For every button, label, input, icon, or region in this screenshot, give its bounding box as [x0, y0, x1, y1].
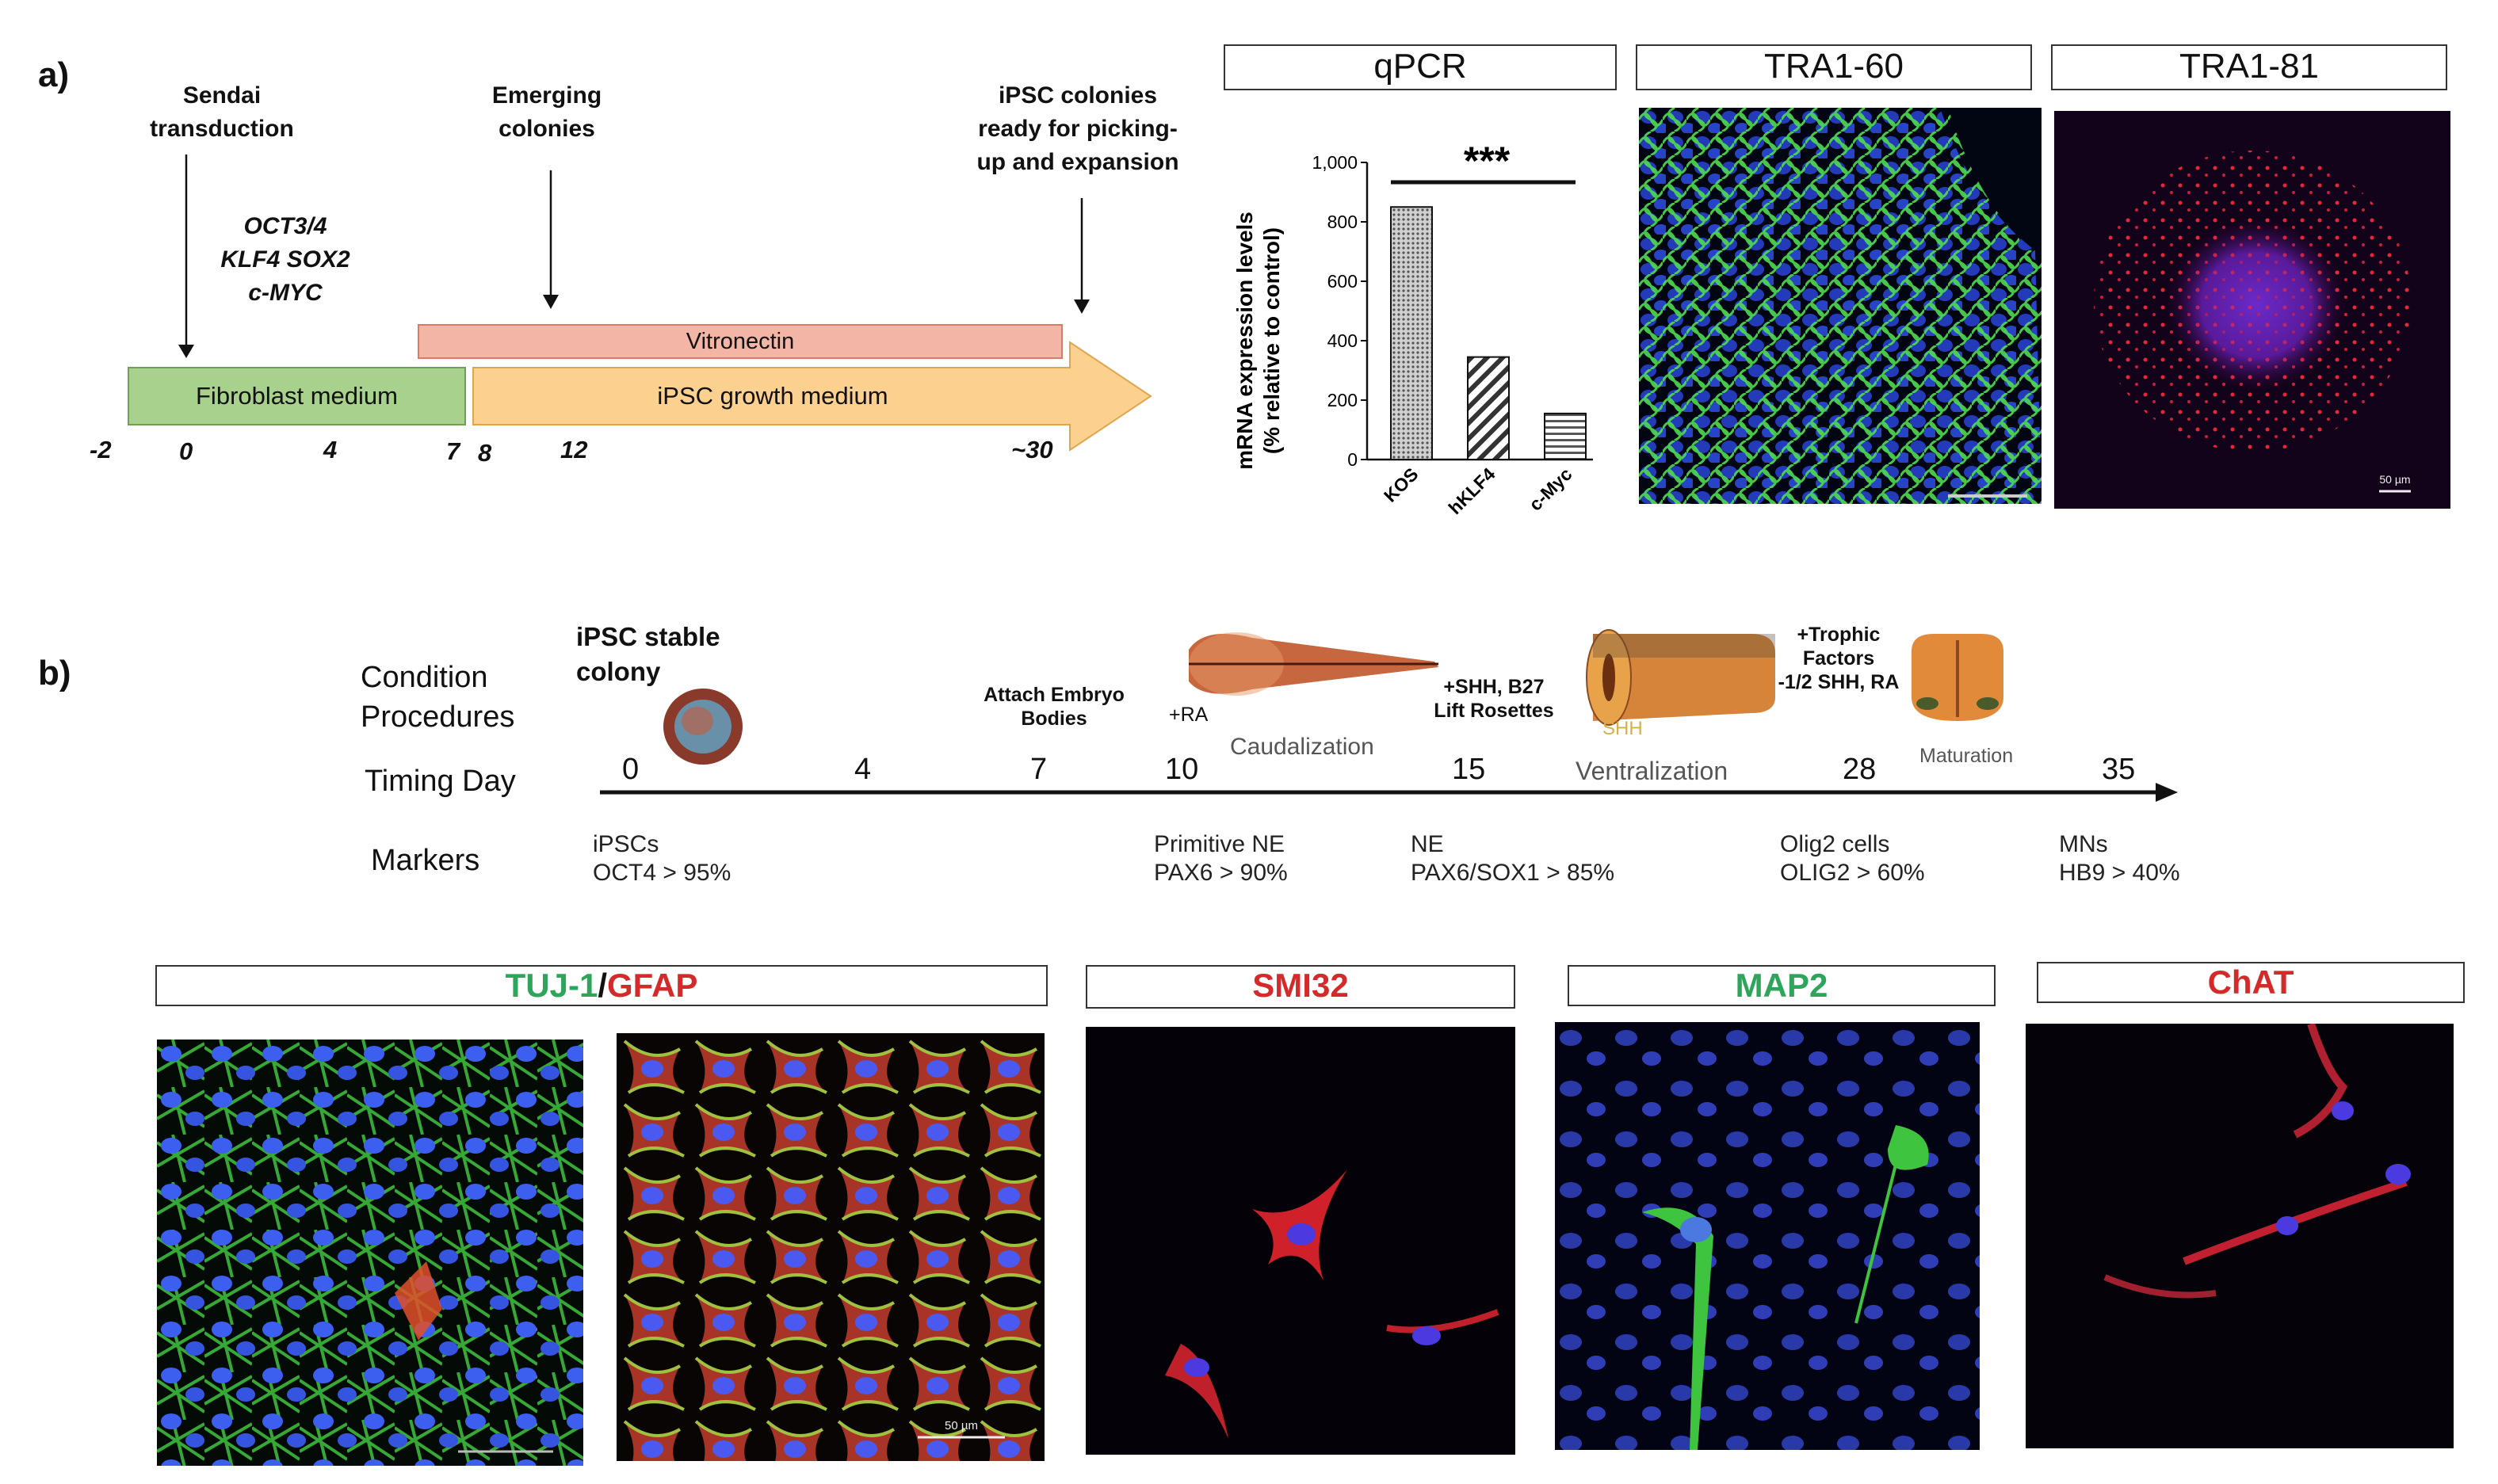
qpcr-title: qPCR	[1224, 44, 1617, 90]
vitronectin-label: Vitronectin	[686, 329, 795, 354]
row-label-condition: Condition Procedures	[361, 661, 515, 734]
gene-myc: c-MYC	[248, 280, 323, 306]
tra181-scale: 50 µm	[2379, 473, 2410, 486]
tube-illustration	[1593, 634, 1775, 721]
marker-primitive-ne: Primitive NE PAX6 > 90%	[1154, 831, 1288, 886]
stage-ventralization: Ventralization	[1576, 757, 1728, 785]
stage-caudalization: Caudalization	[1230, 734, 1374, 760]
qpcr-ytick-label: 600	[1327, 271, 1358, 292]
qpcr-xtick-label: hKLF4	[1445, 464, 1499, 518]
gene-klf-sox: KLF4 SOX2	[220, 246, 350, 273]
proc-attach: Attach Embryo Bodies	[984, 684, 1125, 730]
day-a-30: ~30	[1011, 436, 1053, 464]
qpcr-xtick-label: KOS	[1380, 464, 1423, 506]
significance-stars: ***	[1464, 139, 1511, 183]
panel-b-label: b)	[38, 654, 71, 692]
proc-ra: +RA	[1169, 704, 1209, 726]
marker-olig2: Olig2 cells OLIG2 > 60%	[1780, 831, 1925, 886]
tuj1-gfap-title: TUJ-1/GFAP	[155, 965, 1048, 1006]
tuj1-scale: 50 µm	[945, 1419, 978, 1432]
timeline-a-graphics	[128, 155, 1152, 452]
tuj1-image-2: 50 µm	[617, 1033, 1045, 1461]
day-a-8: 8	[478, 439, 492, 467]
fibroblast-label: Fibroblast medium	[196, 382, 398, 410]
qpcr-xtick-label: c-Myc	[1525, 464, 1576, 515]
day-b-4: 4	[854, 753, 872, 786]
tra160-image	[1639, 108, 2042, 504]
fibroblast-bar	[128, 367, 466, 425]
marker-mns: MNs HB9 > 40%	[2059, 831, 2180, 886]
map2-image	[1555, 1022, 1980, 1450]
day-a-7: 7	[446, 437, 460, 465]
day-b-0: 0	[622, 753, 640, 786]
tuj1-image-1	[157, 1040, 583, 1466]
title-slash: /	[598, 967, 607, 1004]
event-ready: iPSC colonies ready for picking- up and …	[976, 82, 1179, 175]
qpcr-ytick-label: 0	[1347, 449, 1358, 470]
day-a-12: 12	[560, 436, 588, 464]
gfap-label: GFAP	[607, 967, 698, 1004]
gene-list: OCT3/4 KLF4 SOX2 c-MYC	[190, 210, 380, 310]
row-label-markers: Markers	[371, 844, 480, 877]
stage-maturation: Maturation	[1919, 745, 2014, 767]
qpcr-ytick-label: 400	[1327, 330, 1358, 351]
chat-image	[2026, 1024, 2454, 1448]
qpcr-ylabel-line2: (% relative to control)	[1259, 227, 1284, 454]
colony-title: iPSC stable colony	[576, 622, 720, 686]
smi32-title: SMI32	[1086, 965, 1515, 1009]
day-b-10: 10	[1165, 753, 1199, 786]
shh-label: SHH	[1602, 718, 1643, 739]
qpcr-ylabel-line1: mRNA expression levels	[1232, 212, 1257, 470]
qpcr-bar-c-myc	[1544, 412, 1587, 460]
marker-ipsc: iPSCs OCT4 > 95%	[593, 831, 731, 886]
day-b-7: 7	[1030, 753, 1048, 786]
qpcr-ytick-label: 800	[1327, 212, 1358, 232]
tra181-image: 50 µm	[2054, 111, 2450, 509]
proc-trophic: +Trophic Factors -1/2 SHH, RA	[1778, 624, 1900, 693]
marker-ne: NE PAX6/SOX1 > 85%	[1411, 831, 1615, 886]
smi32-image	[1086, 1027, 1515, 1455]
day-b-15: 15	[1452, 753, 1486, 786]
growth-label: iPSC growth medium	[657, 382, 888, 410]
tra160-title: TRA1-60	[1636, 44, 2032, 90]
tra181-title: TRA1-81	[2051, 44, 2447, 90]
row-label-timing: Timing Day	[365, 765, 516, 798]
qpcr-bar-kos	[1390, 206, 1433, 460]
qpcr-bar-hklf4	[1467, 356, 1510, 460]
day-a-4: 4	[323, 436, 338, 464]
qpcr-chart: 0 200 400 600 800 1,000 KOS hKLF4 c-Myc mRNA ex…	[1232, 139, 1593, 518]
event-sendai: Sendai transduction	[150, 82, 294, 142]
day-a-0: 0	[179, 437, 193, 465]
tuj1-label: TUJ-1	[505, 967, 598, 1004]
chat-title: ChAT	[2037, 962, 2465, 1003]
map2-title: MAP2	[1568, 965, 1996, 1006]
proc-shh: +SHH, B27 Lift Rosettes	[1434, 676, 1554, 722]
day-a-minus2: -2	[90, 436, 112, 464]
timeline-b-graphics	[600, 629, 2178, 802]
day-b-28: 28	[1843, 753, 1877, 786]
panel-a-label: a)	[38, 55, 70, 94]
day-b-35: 35	[2102, 753, 2136, 786]
qpcr-ytick-label: 1,000	[1312, 152, 1358, 173]
gene-oct: OCT3/4	[243, 213, 327, 239]
qpcr-ytick-label: 200	[1327, 390, 1358, 410]
vitronectin-bar	[418, 324, 1063, 359]
growth-arrow	[472, 341, 1152, 452]
event-emerging: Emerging colonies	[491, 82, 602, 142]
